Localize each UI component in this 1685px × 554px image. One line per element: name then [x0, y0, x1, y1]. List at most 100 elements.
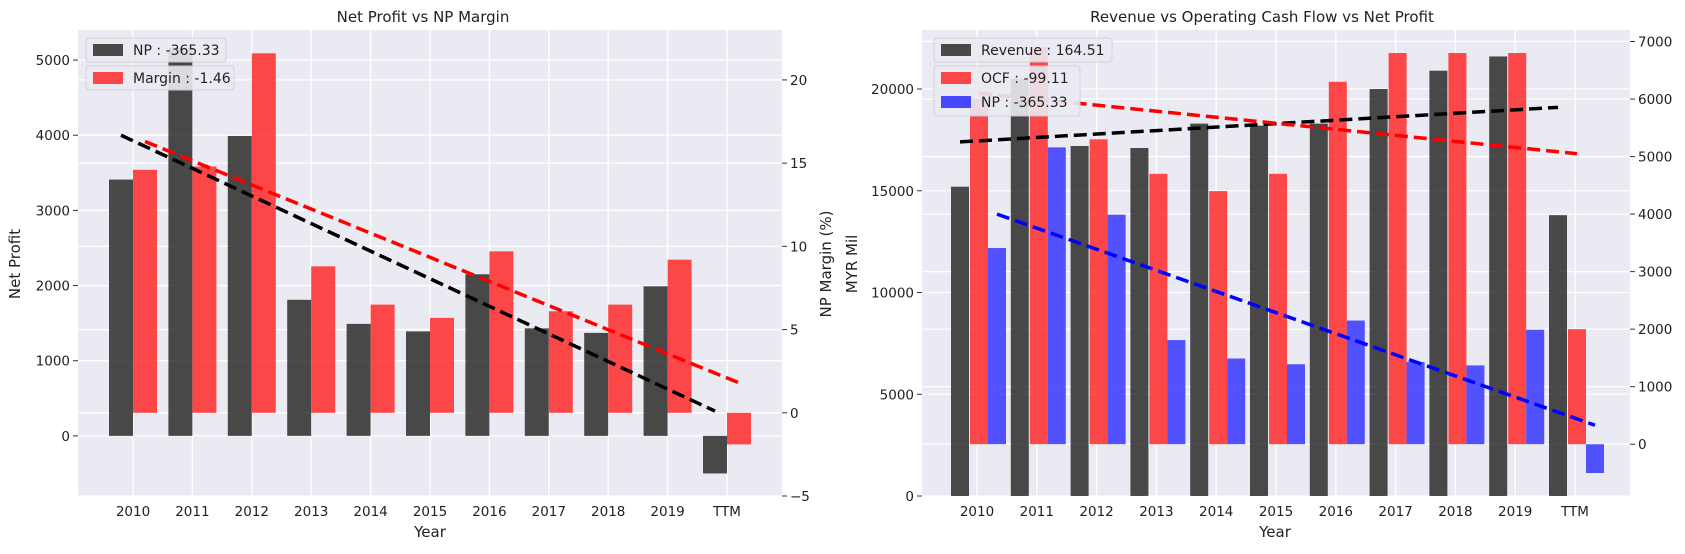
y2-tick-label: 20 — [790, 73, 807, 89]
legend: Revenue : 164.51 OCF : -99.11 NP : -365.… — [933, 37, 1113, 117]
x-tick-label: 2014 — [353, 504, 387, 520]
bar-ocf-2017 — [1388, 53, 1407, 445]
bar-ocf-2015 — [1269, 173, 1287, 445]
x-ticks: 2010 2011 2012 2013 2014 2015 2016 2017 2018 2019… — [116, 504, 741, 520]
bar-np-2013 — [287, 299, 312, 436]
x-tick-label: 2016 — [472, 504, 506, 520]
chart-title: Net Profit vs NP Margin — [337, 8, 510, 26]
legend: NP : -365.33 Margin : -1.46 — [85, 37, 235, 91]
legend-label-ocf: OCF : -99.11 — [981, 71, 1069, 87]
bar-np-2013 — [1167, 340, 1186, 445]
bar-np-2019 — [1526, 329, 1545, 445]
bar-np-2011 — [168, 48, 193, 436]
x-tick-label: TTM — [712, 504, 741, 520]
bar-ocf-2011 — [1029, 47, 1048, 445]
y-axis-label: MYR Mil — [843, 235, 861, 294]
x-tick-label: 2015 — [1259, 504, 1293, 520]
trendline-np — [996, 212, 1596, 427]
y2-tick-label: 2000 — [1638, 322, 1672, 338]
y2-tick-label: 7000 — [1638, 35, 1672, 51]
legend-swatch-ocf — [941, 72, 971, 84]
x-tick-label: 2014 — [1199, 504, 1233, 520]
legend-swatch-margin — [93, 72, 123, 84]
bar-revenue-2015 — [1250, 125, 1268, 497]
bar-np-2017 — [524, 328, 549, 436]
bar-revenue-2011 — [1010, 78, 1029, 496]
bar-margin-2019 — [667, 259, 692, 413]
x-tick-label: 2019 — [1498, 504, 1532, 520]
x-tick-label: 2017 — [532, 504, 566, 520]
legend-swatch-revenue — [941, 44, 971, 56]
bar-margin-2012 — [251, 53, 276, 413]
bar-margin-2015 — [430, 317, 454, 413]
x-tick-label: 2019 — [650, 504, 684, 520]
bars — [951, 47, 1604, 497]
bar-np-2010 — [109, 179, 133, 436]
y-tick-label: 0 — [905, 489, 914, 505]
bars — [109, 48, 751, 474]
y-tick-label: 15000 — [871, 184, 914, 200]
bar-np-2017 — [1406, 361, 1425, 445]
bar-revenue-2017 — [1369, 89, 1388, 497]
y-tick-label: 3000 — [36, 203, 70, 219]
y2-tick-label: 1000 — [1638, 380, 1672, 396]
bar-ocf-2019 — [1508, 53, 1527, 445]
legend-item-margin: Margin : -1.46 — [85, 65, 235, 91]
y-tick-label: 20000 — [871, 82, 914, 98]
bar-np-2014 — [346, 323, 371, 436]
x-tick-label: 2011 — [175, 504, 209, 520]
bar-np-2015 — [406, 331, 430, 436]
legend-label-revenue: Revenue : 164.51 — [981, 43, 1105, 59]
bar-np-2018 — [584, 332, 609, 436]
bar-ocf-2012 — [1089, 139, 1108, 445]
bar-np-2012 — [1107, 214, 1126, 445]
legend-label-np: NP : -365.33 — [981, 95, 1068, 111]
y-tick-label: 4000 — [36, 128, 70, 144]
bar-margin-2014 — [370, 304, 395, 413]
y2-tick-label: −5 — [790, 489, 810, 505]
y-tick-label: 0 — [61, 429, 70, 445]
bar-margin-2010 — [133, 169, 157, 413]
bar-revenue-2018 — [1429, 70, 1448, 496]
x-ticks: 2010 2011 2012 2013 2014 2015 2016 2017 2018 2019… — [960, 504, 1589, 520]
x-tick-label: 2013 — [1139, 504, 1173, 520]
y2-tick-label: 0 — [790, 406, 799, 422]
bar-np-2010 — [988, 248, 1006, 445]
legend-item-np: NP : -365.33 — [85, 37, 227, 63]
y2-tick-label: 6000 — [1638, 92, 1672, 108]
x-tick-label: 2017 — [1378, 504, 1412, 520]
y2-ticks: −5 0 5 10 15 20 — [782, 73, 810, 505]
bar-revenue-2012 — [1070, 145, 1089, 496]
bar-margin-2017 — [548, 311, 573, 413]
y-tick-label: 10000 — [871, 286, 914, 302]
bar-revenue-2010 — [951, 186, 969, 497]
bar-np-2016 — [1346, 320, 1365, 445]
x-tick-label: 2016 — [1319, 504, 1353, 520]
y-tick-label: 5000 — [36, 53, 70, 69]
trendline-margin — [144, 139, 740, 385]
x-tick-label: 2018 — [1438, 504, 1472, 520]
bar-np-ttm — [703, 435, 727, 474]
bar-revenue-2019 — [1489, 56, 1508, 496]
bar-ocf-2010 — [970, 99, 988, 445]
x-tick-label: 2012 — [235, 504, 269, 520]
y2-axis-label: NP Margin (%) — [817, 211, 835, 318]
y2-tick-label: 5 — [790, 323, 799, 339]
bar-margin-2011 — [192, 166, 217, 413]
y-tick-label: 1000 — [36, 354, 70, 370]
y2-tick-label: 10 — [790, 239, 807, 255]
x-tick-label: 2011 — [1020, 504, 1054, 520]
bar-ocf-2016 — [1328, 81, 1347, 445]
y-ticks: 0 5000 10000 15000 20000 — [871, 82, 922, 505]
bar-revenue-ttm — [1549, 215, 1567, 496]
y2-ticks: 0 1000 2000 3000 4000 5000 6000 7000 — [1630, 35, 1672, 453]
x-axis-label: Year — [413, 523, 447, 541]
bar-revenue-2013 — [1130, 148, 1149, 497]
y2-tick-label: 15 — [790, 156, 807, 172]
trendlines — [120, 133, 740, 413]
legend-item-revenue: Revenue : 164.51 — [933, 37, 1113, 63]
legend-label-margin: Margin : -1.46 — [133, 71, 231, 87]
bar-ocf-2018 — [1448, 53, 1467, 445]
